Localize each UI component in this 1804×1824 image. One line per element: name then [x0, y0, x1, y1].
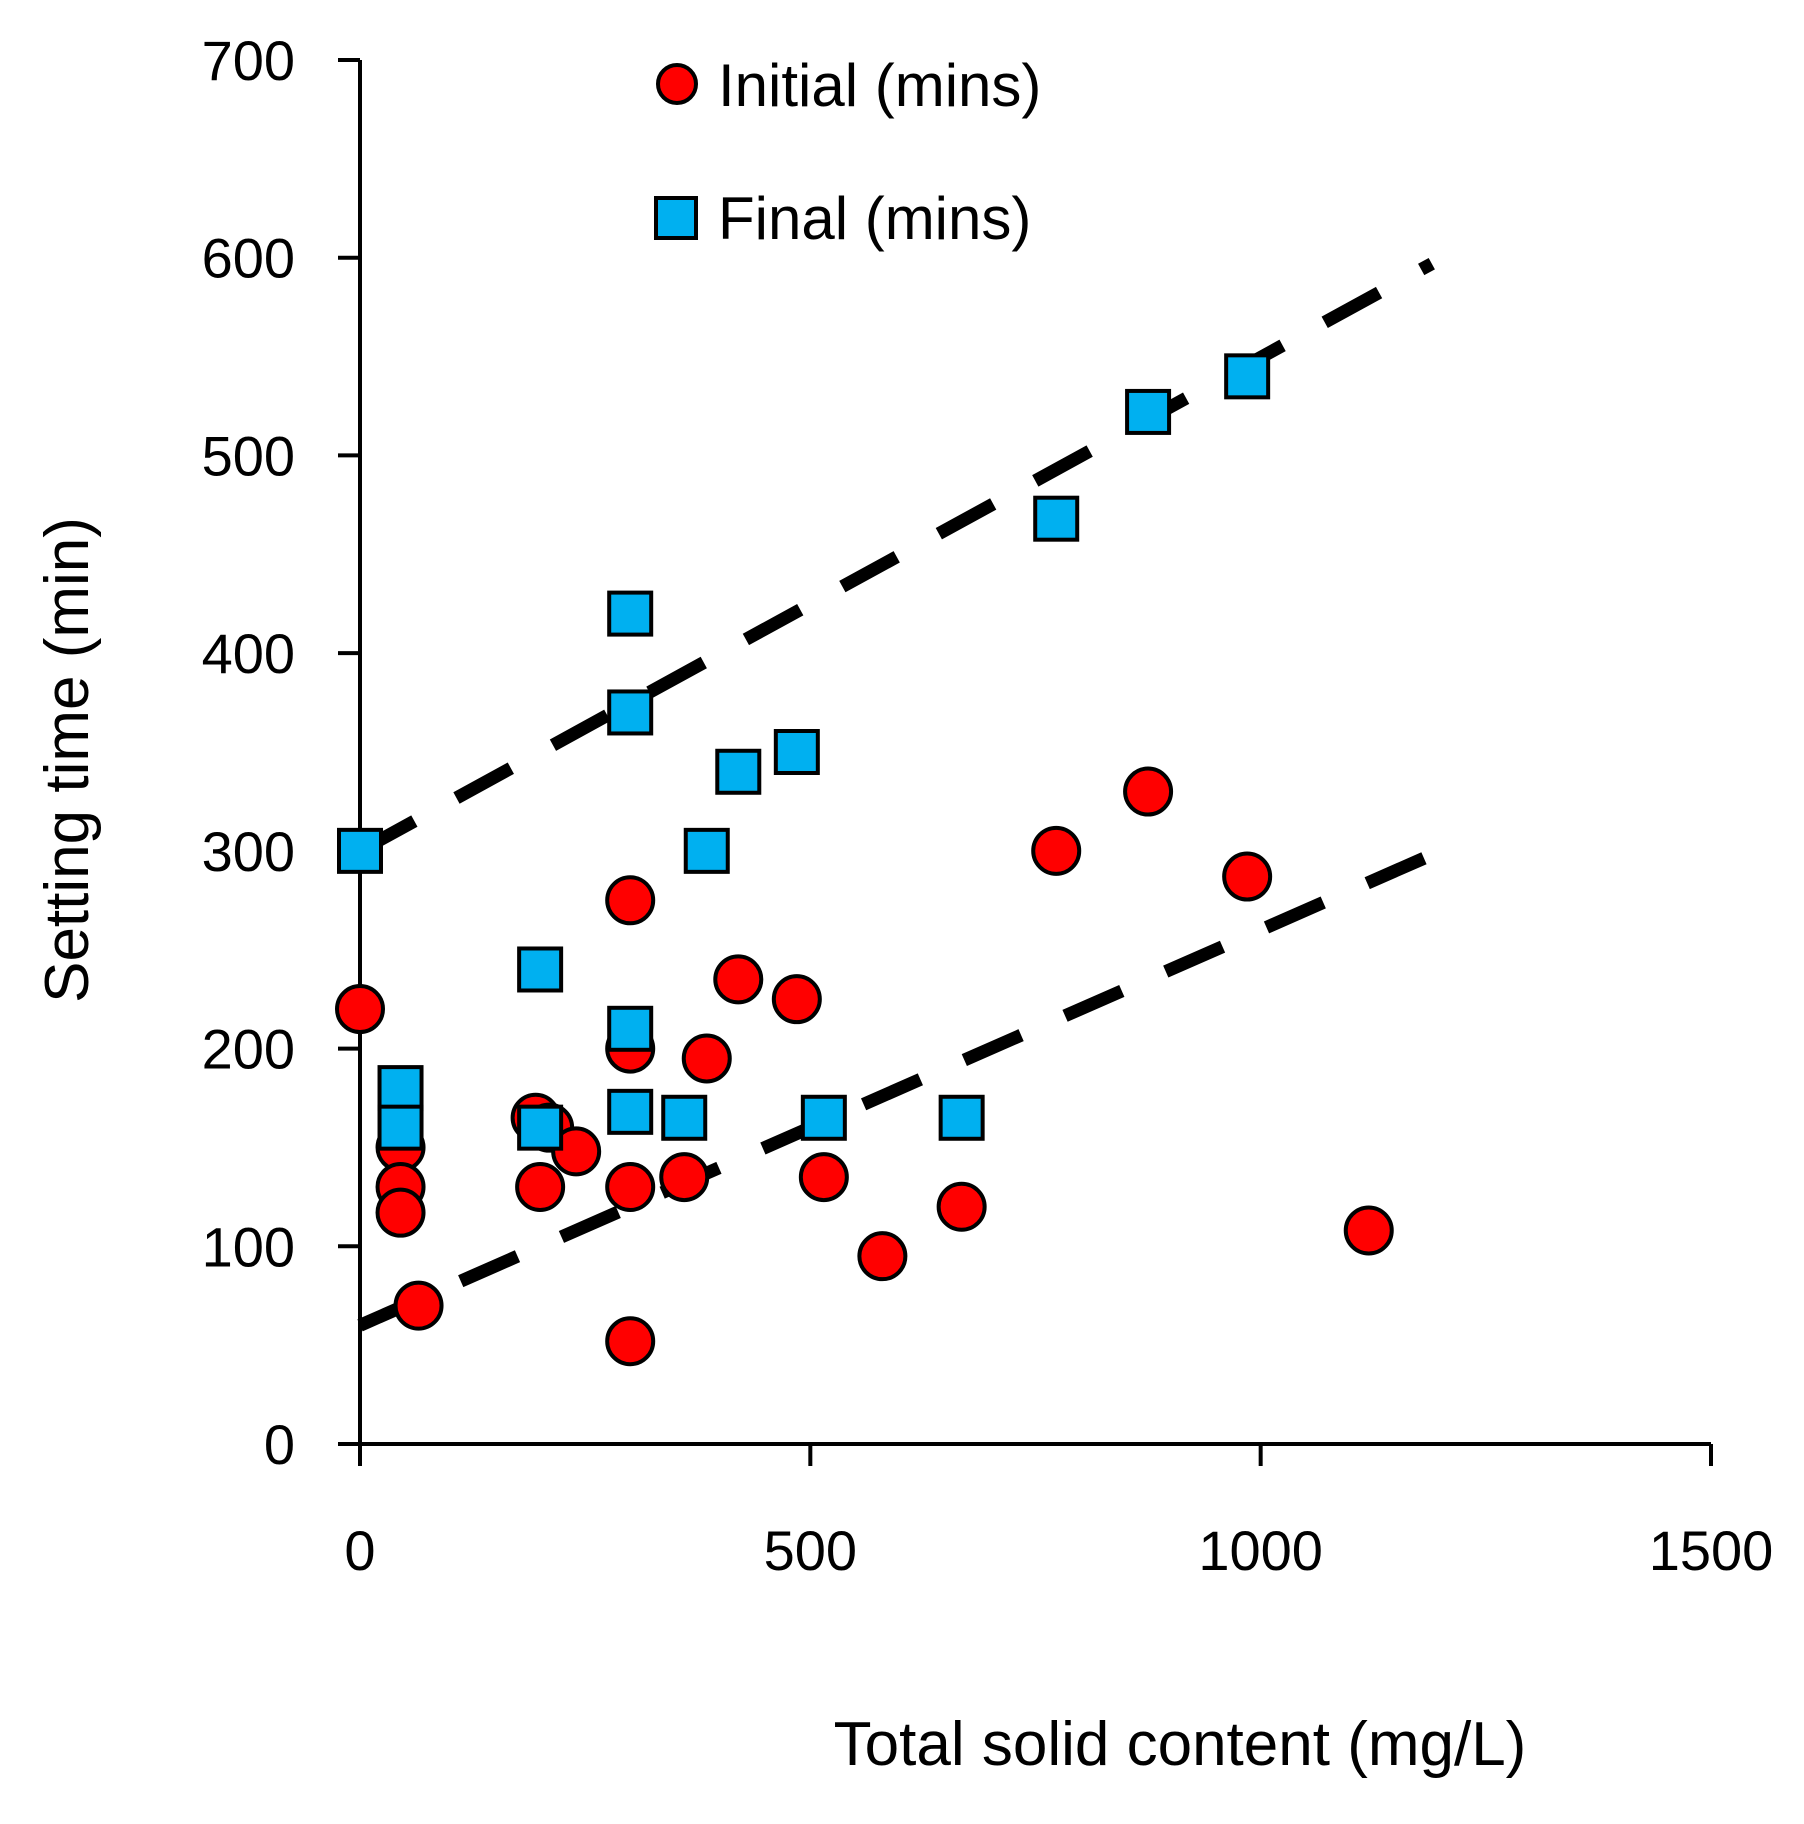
x-axis-title: Total solid content (mg/L): [834, 1710, 1527, 1779]
x-tick-label: 1500: [1649, 1519, 1774, 1582]
legend-initial-label: Initial (mins): [718, 52, 1041, 119]
final-point: [517, 946, 564, 993]
final-point: [715, 748, 762, 795]
legend-final-label: Final (mins): [718, 185, 1031, 252]
legend-final-marker: [654, 196, 698, 240]
final-point: [1125, 388, 1172, 435]
initial-point: [936, 1181, 987, 1232]
final-trend-line: [356, 257, 1435, 857]
final-point: [773, 729, 820, 775]
y-tick-label: 700: [202, 29, 295, 92]
final-point: [377, 1104, 424, 1151]
final-point: [1224, 353, 1271, 400]
data-points: [335, 353, 1394, 1367]
y-tick-label: 400: [202, 622, 295, 685]
y-tick-label: 500: [202, 424, 295, 487]
x-tick-label: 0: [344, 1519, 375, 1582]
final-point: [607, 590, 654, 637]
initial-point: [857, 1231, 908, 1282]
legend-initial-marker: [656, 63, 698, 105]
final-point: [607, 689, 654, 736]
final-point: [337, 827, 383, 874]
y-tick-label: 300: [202, 820, 295, 883]
initial-point: [798, 1152, 849, 1203]
initial-point: [771, 974, 822, 1025]
x-tick-label: 500: [764, 1519, 857, 1582]
trendline-layer: [356, 257, 1444, 1332]
final-point: [377, 1065, 424, 1112]
final-point: [1033, 495, 1080, 542]
final-point: [938, 1094, 985, 1141]
initial-trend-line: [357, 844, 1444, 1332]
y-tick-label: 600: [202, 227, 295, 290]
initial-point: [375, 1187, 426, 1238]
initial-point: [605, 1161, 656, 1212]
initial-point: [605, 875, 656, 926]
initial-point: [681, 1033, 732, 1084]
x-ticks: 0 500 1000 1500: [344, 1444, 1773, 1582]
legend: Initial (mins) Final (mins): [654, 52, 1041, 252]
initial-point: [335, 984, 385, 1035]
initial-point: [1123, 766, 1174, 817]
final-point: [683, 827, 730, 874]
initial-point: [515, 1161, 566, 1212]
initial-point: [1222, 851, 1273, 902]
final-point: [661, 1094, 708, 1141]
initial-point: [1031, 825, 1082, 876]
x-tick-label: 1000: [1198, 1519, 1323, 1582]
y-tick-label: 200: [202, 1018, 295, 1081]
initial-point: [551, 1126, 602, 1177]
y-tick-label: 100: [202, 1215, 295, 1278]
final-point: [517, 1104, 564, 1151]
y-ticks: 0 100 200 300 400 500 600 700: [202, 29, 360, 1476]
initial-point: [393, 1280, 444, 1331]
initial-point: [713, 954, 764, 1005]
final-point: [607, 1088, 654, 1135]
y-tick-label: 0: [264, 1413, 295, 1476]
y-axis-title: Setting time (min): [33, 517, 102, 1003]
initial-point: [605, 1316, 656, 1367]
initial-point: [659, 1152, 710, 1203]
initial-point: [1343, 1205, 1394, 1256]
axes: [340, 60, 1711, 1446]
final-point: [800, 1094, 847, 1141]
final-point: [607, 1005, 654, 1052]
